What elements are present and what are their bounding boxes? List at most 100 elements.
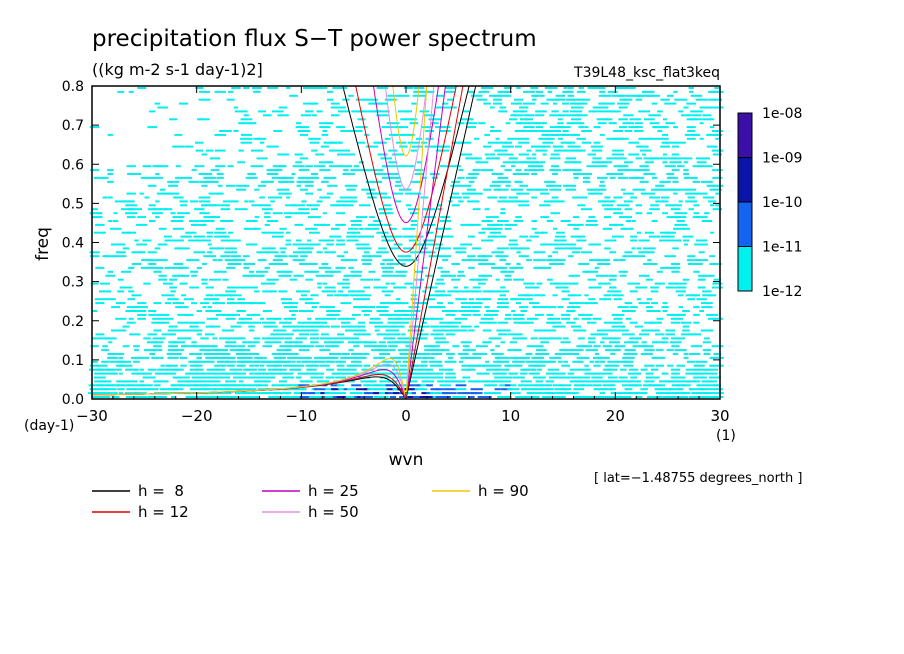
power-cell — [205, 149, 214, 152]
power-cell — [624, 130, 633, 132]
power-cell — [266, 220, 279, 222]
power-cell — [588, 216, 596, 219]
power-cell — [582, 98, 591, 101]
power-cell — [411, 392, 416, 395]
power-cell — [335, 223, 346, 226]
power-cell — [529, 286, 540, 289]
power-cell — [384, 223, 392, 226]
power-cell — [669, 388, 682, 391]
power-cell — [423, 114, 436, 117]
power-cell — [589, 360, 595, 363]
power-cell — [105, 274, 116, 277]
power-cell — [451, 141, 460, 144]
y-tick-label: 0.6 — [62, 157, 84, 173]
power-cell — [630, 196, 638, 199]
power-cell — [184, 145, 194, 148]
power-cell — [376, 396, 389, 398]
power-cell — [638, 137, 650, 140]
power-cell — [583, 376, 591, 379]
power-cell — [474, 325, 480, 328]
power-cell — [437, 360, 443, 363]
power-cell — [330, 106, 340, 109]
power-cell — [420, 333, 429, 336]
power-cell — [576, 239, 587, 242]
power-cell — [358, 141, 366, 144]
power-cell — [316, 380, 323, 383]
power-cell — [260, 180, 274, 183]
power-cell — [552, 173, 559, 175]
power-cell — [604, 208, 611, 211]
power-cell — [664, 231, 676, 234]
power-cell — [137, 87, 147, 89]
power-cell — [305, 360, 313, 363]
power-cell — [475, 161, 489, 164]
power-cell — [259, 274, 265, 277]
power-cell — [468, 173, 475, 175]
power-cell — [161, 294, 175, 297]
power-cell — [555, 325, 566, 328]
power-cell — [593, 243, 601, 246]
power-cell — [693, 364, 700, 367]
power-cell — [219, 392, 232, 395]
power-cell — [331, 345, 340, 348]
power-cell — [643, 192, 655, 195]
power-cell — [515, 102, 522, 105]
power-cell — [462, 310, 471, 312]
power-cell — [484, 90, 490, 93]
y-tick-label: 0.3 — [62, 275, 84, 291]
power-cell — [402, 165, 415, 168]
power-cell — [592, 87, 602, 89]
power-cell — [177, 384, 190, 387]
power-cell — [371, 223, 384, 226]
power-cell — [373, 286, 381, 289]
power-cell — [661, 341, 669, 344]
power-cell — [214, 90, 226, 93]
power-cell — [493, 235, 502, 238]
power-cell — [251, 87, 262, 89]
power-cell — [384, 137, 391, 140]
power-cell — [296, 368, 302, 371]
power-cell — [676, 337, 685, 340]
power-cell — [471, 306, 482, 309]
power-cell — [203, 216, 217, 219]
power-cell — [711, 396, 724, 398]
power-cell — [349, 392, 363, 395]
power-cell — [690, 110, 703, 113]
power-cell — [711, 149, 724, 152]
power-cell — [215, 149, 226, 152]
power-cell — [324, 392, 336, 395]
power-cell — [448, 356, 453, 359]
power-cell — [710, 392, 724, 395]
power-cell — [188, 259, 200, 262]
power-cell — [386, 313, 400, 316]
power-cell — [242, 392, 251, 395]
power-cell — [311, 227, 318, 230]
power-cell — [504, 278, 513, 281]
power-cell — [364, 227, 370, 230]
power-cell — [216, 176, 224, 179]
power-cell — [593, 126, 601, 129]
power-cell — [675, 313, 686, 316]
power-cell — [629, 290, 638, 293]
power-cell — [562, 90, 569, 93]
colorbar-label: 1e-12 — [762, 284, 802, 300]
power-cell — [455, 251, 467, 254]
power-cell — [538, 337, 551, 340]
power-cell — [659, 380, 672, 383]
power-cell — [560, 341, 571, 344]
power-cell — [313, 388, 326, 391]
power-cell — [638, 302, 650, 305]
power-cell — [629, 306, 638, 309]
power-cell — [266, 278, 279, 281]
power-cell — [630, 376, 637, 379]
power-cell — [341, 282, 351, 285]
power-cell — [191, 341, 197, 344]
power-cell — [156, 313, 170, 316]
power-cell — [540, 192, 550, 195]
power-cell — [553, 149, 567, 152]
power-cell — [662, 396, 668, 398]
power-cell — [490, 349, 495, 352]
power-cell — [369, 306, 375, 309]
power-cell — [376, 349, 388, 352]
power-cell — [274, 372, 281, 375]
